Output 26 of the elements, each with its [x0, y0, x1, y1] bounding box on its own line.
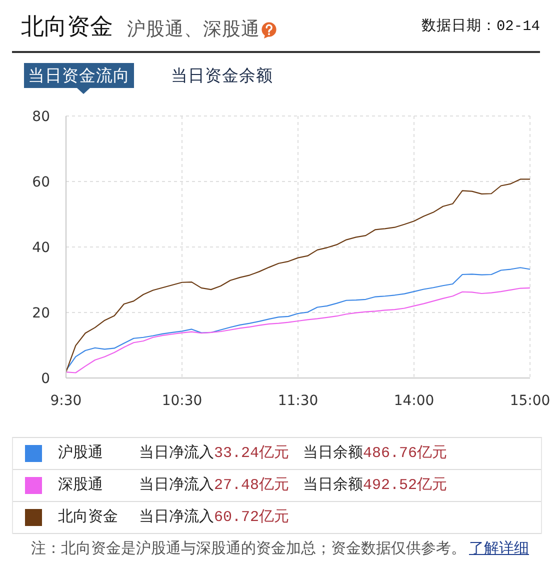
x-tick-label: 11:30: [278, 392, 318, 409]
text: 了解详细: [469, 541, 529, 557]
text: 当日余额492.52亿元: [303, 477, 448, 494]
line-series: [66, 287, 530, 374]
x-tick-label: 9:30: [50, 392, 82, 409]
line-series: [66, 178, 530, 373]
y-tick-label: 40: [32, 240, 50, 256]
y-tick-label: 20: [32, 305, 50, 322]
text: 当日净流入60.72亿元: [139, 509, 290, 526]
legend-label: 沪股通: [58, 445, 103, 461]
legend-label: 北向资金: [58, 509, 118, 525]
y-tick-label: 60: [32, 174, 50, 190]
x-tick-label: 10:30: [162, 392, 202, 409]
text: 注：北向资金是沪股通与深股通的资金加总；资金数据仅供参考。: [31, 541, 466, 557]
y-tick-label: 80: [32, 108, 50, 125]
y-tick-label: 0: [41, 370, 50, 387]
text: 当日余额486.76亿元: [303, 445, 448, 462]
text: 当日净流入33.24亿元: [139, 445, 290, 462]
x-tick-label: 14:00: [394, 392, 434, 409]
text: 当日资金余额: [171, 66, 273, 85]
text: 数据日期：02-14: [421, 19, 540, 35]
chart-subtitle: 沪股通、深股通: [127, 18, 260, 42]
text: 当日净流入27.48亿元: [139, 477, 290, 494]
x-tick-label: 15:00: [510, 392, 550, 409]
chart-title: 北向资金: [21, 14, 113, 40]
legend-label: 深股通: [58, 477, 103, 493]
